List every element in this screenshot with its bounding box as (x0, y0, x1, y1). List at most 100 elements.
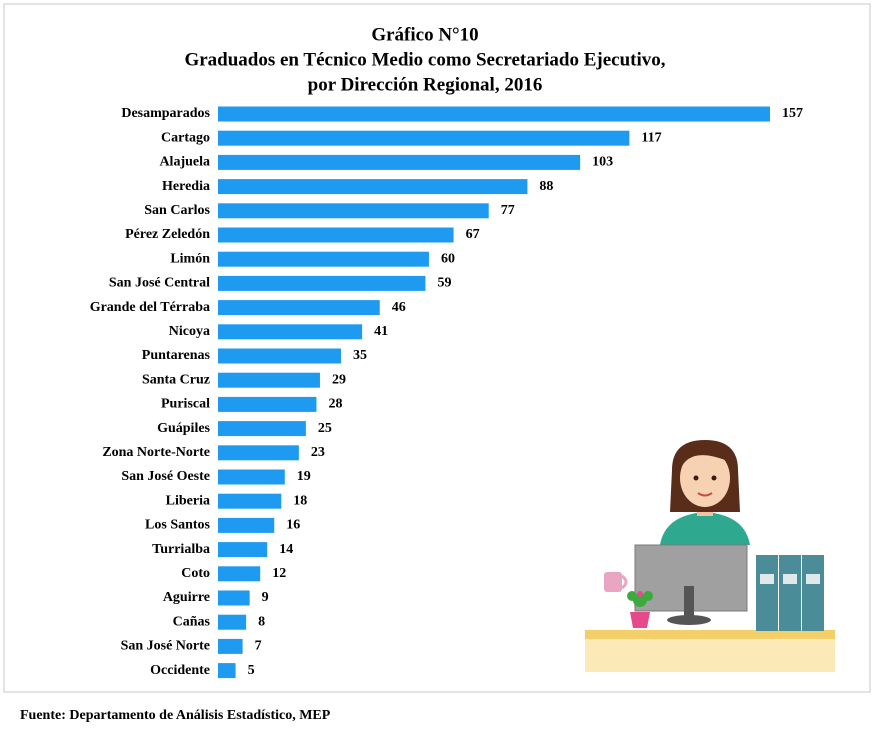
value-label: 35 (353, 348, 367, 363)
category-label: Los Santos (145, 518, 211, 533)
bar (218, 493, 282, 509)
value-label: 67 (466, 227, 480, 242)
binder-label (760, 574, 774, 584)
value-label: 25 (318, 421, 332, 436)
category-label: Coto (181, 566, 210, 581)
category-label: Alajuela (159, 155, 210, 170)
illustration (585, 440, 835, 672)
value-label: 7 (255, 639, 262, 654)
monitor-base (667, 615, 711, 625)
value-label: 28 (328, 397, 342, 412)
bar (218, 542, 268, 558)
value-label: 12 (272, 566, 286, 581)
category-label: Turrialba (152, 542, 210, 557)
bar (218, 275, 426, 291)
pot (630, 612, 650, 628)
face (680, 449, 730, 507)
category-label: Desamparados (121, 106, 210, 121)
category-label: Grande del Térraba (90, 300, 210, 315)
category-label: Zona Norte-Norte (102, 445, 210, 460)
value-label: 9 (262, 590, 269, 605)
category-label: Limón (170, 251, 210, 266)
category-label: Cartago (161, 130, 210, 145)
bar (218, 324, 363, 340)
category-label: Cañas (173, 614, 211, 629)
bar (218, 638, 243, 654)
bar (218, 130, 630, 146)
bar (218, 300, 380, 316)
bar (218, 154, 581, 170)
mug-handle (621, 574, 628, 590)
bar (218, 445, 299, 461)
category-label: San Carlos (144, 203, 210, 218)
desk (585, 638, 835, 672)
value-label: 60 (441, 251, 455, 266)
value-label: 18 (293, 493, 307, 508)
plant (627, 591, 637, 601)
value-label: 23 (311, 445, 325, 460)
category-label: Santa Cruz (142, 372, 210, 387)
value-label: 8 (258, 614, 265, 629)
value-label: 14 (279, 542, 293, 557)
value-label: 59 (437, 276, 451, 291)
binder (756, 555, 778, 631)
mouth (697, 492, 713, 497)
category-label: Liberia (166, 493, 210, 508)
eye (693, 475, 699, 481)
chart-title: Gráfico N°10 (371, 24, 478, 45)
value-label: 88 (539, 179, 553, 194)
bar (218, 396, 317, 412)
source-note: Fuente: Departamento de Análisis Estadís… (20, 708, 331, 723)
value-label: 19 (297, 469, 311, 484)
value-label: 46 (392, 300, 406, 315)
frame (3, 3, 871, 693)
value-label: 29 (332, 372, 346, 387)
chart-subtitle: Graduados en Técnico Medio como Secretar… (184, 49, 665, 70)
category-label: Nicoya (169, 324, 210, 339)
value-label: 41 (374, 324, 388, 339)
category-label: Aguirre (163, 590, 210, 605)
category-label: Occidente (150, 663, 210, 678)
bar (218, 106, 770, 122)
chart-subtitle: por Dirección Regional, 2016 (308, 74, 543, 95)
bar (218, 227, 454, 243)
category-label: Puriscal (161, 397, 210, 412)
value-label: 77 (501, 203, 515, 218)
category-label: Pérez Zeledón (125, 227, 210, 242)
bar (218, 203, 489, 219)
bar (218, 421, 306, 437)
bar (218, 469, 285, 485)
bar (218, 372, 320, 388)
category-label: Guápiles (157, 421, 210, 436)
bar (218, 663, 236, 679)
value-label: 157 (782, 106, 803, 121)
binder (802, 555, 824, 631)
bar (218, 614, 247, 630)
body (660, 512, 750, 545)
bar (218, 566, 261, 582)
mug (604, 572, 622, 592)
monitor-stand (684, 586, 694, 618)
bar (218, 348, 342, 364)
category-label: Puntarenas (142, 348, 211, 363)
category-label: San José Oeste (121, 469, 210, 484)
bar (218, 179, 528, 195)
plant (643, 591, 653, 601)
value-label: 103 (592, 155, 613, 170)
binder (779, 555, 801, 631)
bar (218, 517, 275, 533)
category-label: Heredia (162, 179, 210, 194)
value-label: 117 (641, 130, 661, 145)
value-label: 16 (286, 518, 300, 533)
value-label: 5 (248, 663, 255, 678)
fringe (680, 447, 730, 470)
flower (637, 591, 643, 597)
bar (218, 590, 250, 606)
binder-label (783, 574, 797, 584)
bar (218, 251, 429, 267)
binder-label (806, 574, 820, 584)
desk-top (585, 630, 835, 639)
category-label: San José Central (109, 276, 210, 291)
eye (711, 475, 717, 481)
